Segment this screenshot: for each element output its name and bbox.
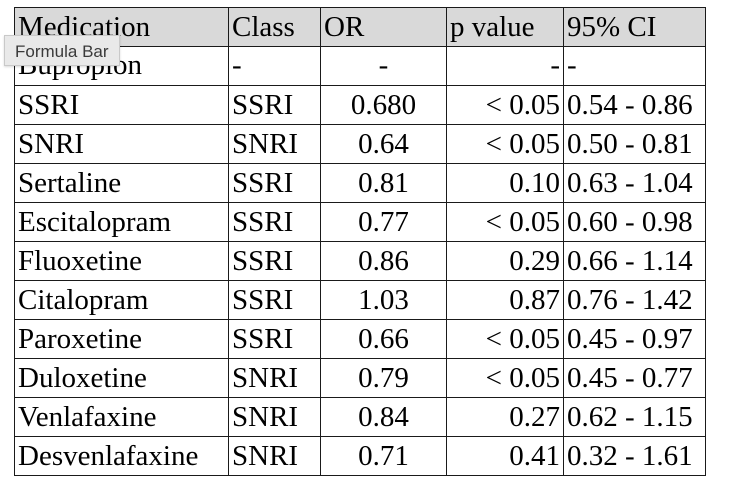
- cell-class[interactable]: SNRI: [228, 397, 321, 437]
- cell-p-value[interactable]: 0.27: [446, 397, 564, 437]
- cell-p-value[interactable]: 0.10: [446, 163, 564, 203]
- table-row: Escitalopram SSRI 0.77 < 0.05 0.60 - 0.98: [14, 202, 706, 242]
- table-row: Citalopram SSRI 1.03 0.87 0.76 - 1.42: [14, 280, 706, 320]
- cell-ci[interactable]: 0.54 - 0.86: [563, 85, 706, 125]
- cell-medication[interactable]: Fluoxetine: [14, 241, 229, 281]
- cell-p-value[interactable]: < 0.05: [446, 319, 564, 359]
- cell-class[interactable]: SNRI: [228, 358, 321, 398]
- cell-medication[interactable]: Sertaline: [14, 163, 229, 203]
- cell-p-value[interactable]: 0.29: [446, 241, 564, 281]
- cell-class[interactable]: SSRI: [228, 202, 321, 242]
- cell-or[interactable]: -: [320, 46, 447, 86]
- cell-class[interactable]: -: [228, 46, 321, 86]
- cell-p-value[interactable]: 0.41: [446, 436, 564, 476]
- table-row: Sertaline SSRI 0.81 0.10 0.63 - 1.04: [14, 163, 706, 203]
- cell-ci[interactable]: 0.50 - 0.81: [563, 124, 706, 164]
- cell-ci[interactable]: 0.45 - 0.97: [563, 319, 706, 359]
- cell-or[interactable]: 1.03: [320, 280, 447, 320]
- table-row: Fluoxetine SSRI 0.86 0.29 0.66 - 1.14: [14, 241, 706, 281]
- cell-ci[interactable]: 0.60 - 0.98: [563, 202, 706, 242]
- cell-p-value[interactable]: < 0.05: [446, 85, 564, 125]
- cell-ci[interactable]: 0.32 - 1.61: [563, 436, 706, 476]
- cell-or[interactable]: 0.66: [320, 319, 447, 359]
- cell-ci[interactable]: -: [563, 46, 706, 86]
- formula-bar-tooltip: Formula Bar: [4, 35, 120, 66]
- cell-medication[interactable]: Venlafaxine: [14, 397, 229, 437]
- cell-p-value[interactable]: < 0.05: [446, 358, 564, 398]
- cell-class[interactable]: SNRI: [228, 124, 321, 164]
- cell-medication[interactable]: Citalopram: [14, 280, 229, 320]
- cell-or[interactable]: 0.680: [320, 85, 447, 125]
- header-cell-or[interactable]: OR: [320, 7, 447, 47]
- cell-or[interactable]: 0.64: [320, 124, 447, 164]
- cell-p-value[interactable]: 0.87: [446, 280, 564, 320]
- cell-medication[interactable]: Escitalopram: [14, 202, 229, 242]
- cell-or[interactable]: 0.86: [320, 241, 447, 281]
- header-cell-ci[interactable]: 95% CI: [563, 7, 706, 47]
- cell-p-value[interactable]: < 0.05: [446, 124, 564, 164]
- cell-ci[interactable]: 0.62 - 1.15: [563, 397, 706, 437]
- cell-medication[interactable]: SSRI: [14, 85, 229, 125]
- cell-medication[interactable]: Duloxetine: [14, 358, 229, 398]
- header-cell-class[interactable]: Class: [228, 7, 321, 47]
- cell-or[interactable]: 0.71: [320, 436, 447, 476]
- table-row: SNRI SNRI 0.64 < 0.05 0.50 - 0.81: [14, 124, 706, 164]
- cell-ci[interactable]: 0.63 - 1.04: [563, 163, 706, 203]
- cell-ci[interactable]: 0.66 - 1.14: [563, 241, 706, 281]
- cell-class[interactable]: SSRI: [228, 280, 321, 320]
- table-row: SSRI SSRI 0.680 < 0.05 0.54 - 0.86: [14, 85, 706, 125]
- cell-or[interactable]: 0.79: [320, 358, 447, 398]
- cell-or[interactable]: 0.81: [320, 163, 447, 203]
- cell-class[interactable]: SSRI: [228, 85, 321, 125]
- table-row: Desvenlafaxine SNRI 0.71 0.41 0.32 - 1.61: [14, 436, 706, 476]
- cell-medication[interactable]: Paroxetine: [14, 319, 229, 359]
- table-row: Duloxetine SNRI 0.79 < 0.05 0.45 - 0.77: [14, 358, 706, 398]
- cell-or[interactable]: 0.84: [320, 397, 447, 437]
- cell-p-value[interactable]: < 0.05: [446, 202, 564, 242]
- cell-class[interactable]: SSRI: [228, 163, 321, 203]
- cell-medication[interactable]: SNRI: [14, 124, 229, 164]
- cell-ci[interactable]: 0.45 - 0.77: [563, 358, 706, 398]
- cell-p-value[interactable]: -: [446, 46, 564, 86]
- cell-medication[interactable]: Desvenlafaxine: [14, 436, 229, 476]
- table-row: Venlafaxine SNRI 0.84 0.27 0.62 - 1.15: [14, 397, 706, 437]
- table-row: Paroxetine SSRI 0.66 < 0.05 0.45 - 0.97: [14, 319, 706, 359]
- cell-class[interactable]: SSRI: [228, 319, 321, 359]
- cell-or[interactable]: 0.77: [320, 202, 447, 242]
- medication-table: Medication Class OR p value 95% CI Bupro…: [14, 7, 706, 476]
- cell-class[interactable]: SNRI: [228, 436, 321, 476]
- header-cell-p-value[interactable]: p value: [446, 7, 564, 47]
- cell-class[interactable]: SSRI: [228, 241, 321, 281]
- cell-ci[interactable]: 0.76 - 1.42: [563, 280, 706, 320]
